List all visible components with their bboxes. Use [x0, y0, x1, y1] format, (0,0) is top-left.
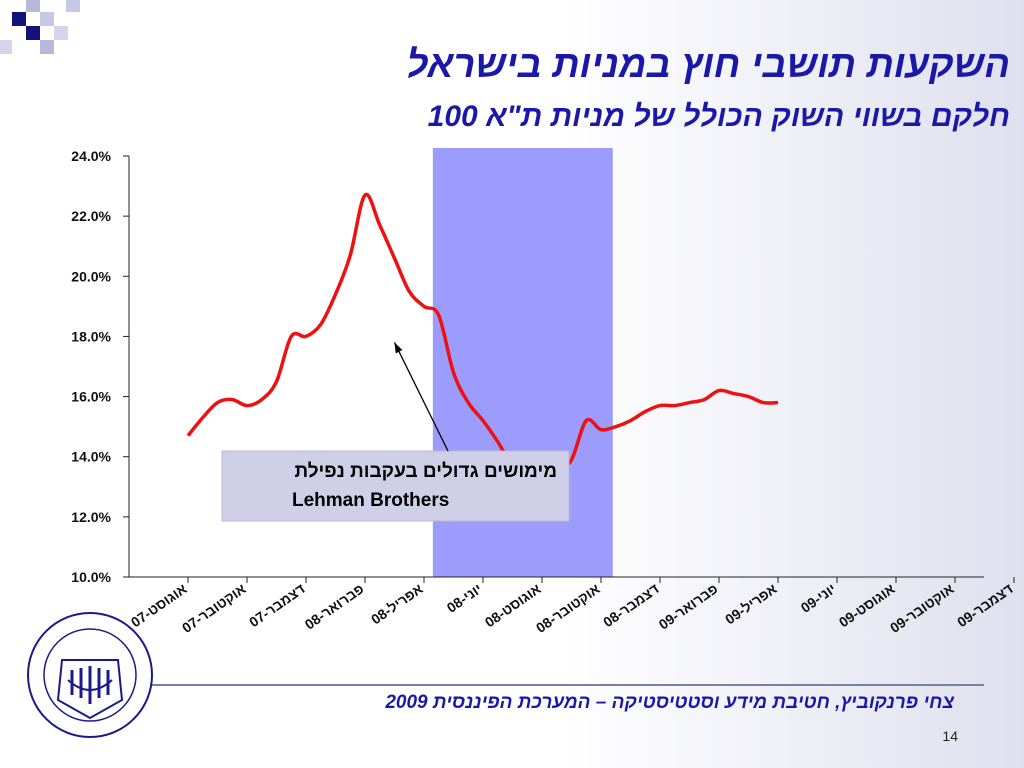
- annotation-text: מימושים גדולים בעקבות נפילת: [294, 461, 557, 482]
- y-tick-label: 24.0%: [71, 148, 111, 164]
- line-chart: 10.0% 12.0% 14.0% 16.0% 18.0% 20.0% 22.0% 24.0%…: [71, 148, 1016, 636]
- y-tick-label: 18.0%: [71, 328, 111, 344]
- x-tick-label: דצמבר-08: [600, 580, 662, 630]
- y-tick-label: 22.0%: [71, 208, 111, 224]
- x-tick-label: יוני-09: [798, 580, 839, 615]
- x-tick-label: אוקטובר-07: [179, 580, 249, 636]
- x-tick-label: אפריל-09: [722, 580, 780, 627]
- bank-of-israel-logo: [27, 612, 153, 738]
- y-tick-label: 10.0%: [71, 569, 111, 585]
- x-tick-label: פברואר-09: [656, 580, 721, 632]
- y-tick-label: 12.0%: [71, 509, 111, 525]
- slide-title: השקעות תושבי חוץ במניות בישראל: [406, 44, 1010, 86]
- y-tick-label: 16.0%: [71, 389, 111, 405]
- annotation-arrow: [393, 342, 449, 452]
- x-tick-label: פברואר-08: [302, 580, 367, 632]
- x-tick-label: דצמבר-07: [246, 580, 308, 630]
- annotation-text-lehman: Lehman Brothers: [292, 490, 449, 511]
- y-tick-label: 14.0%: [71, 449, 111, 465]
- series-line: [186, 192, 779, 477]
- x-tick-label: אוקטובר-09: [887, 580, 957, 636]
- annotation-box: [221, 450, 570, 522]
- x-tick-label: אוקטובר-08: [533, 580, 603, 636]
- y-tick-label: 20.0%: [71, 268, 111, 284]
- page-number: 14: [942, 728, 958, 744]
- plot-area: 10.0% 12.0% 14.0% 16.0% 18.0% 20.0% 22.0% 24.0%…: [71, 148, 1016, 636]
- x-tick-label: אפריל-08: [368, 580, 426, 627]
- x-tick-label: דצמבר-09: [954, 580, 1016, 630]
- annotation-arrowhead: [394, 342, 403, 354]
- footer-credit: צחי פרנקוביץ, חטיבת מידע וסטטיסטיקה – המ…: [385, 692, 954, 713]
- slide-subtitle: חלקם בשווי השוק הכולל של מניות ת"א 100: [427, 100, 1010, 133]
- corner-decoration: [0, 0, 80, 60]
- x-tick-label: יוני-08: [444, 580, 485, 615]
- footer-divider: [150, 684, 984, 686]
